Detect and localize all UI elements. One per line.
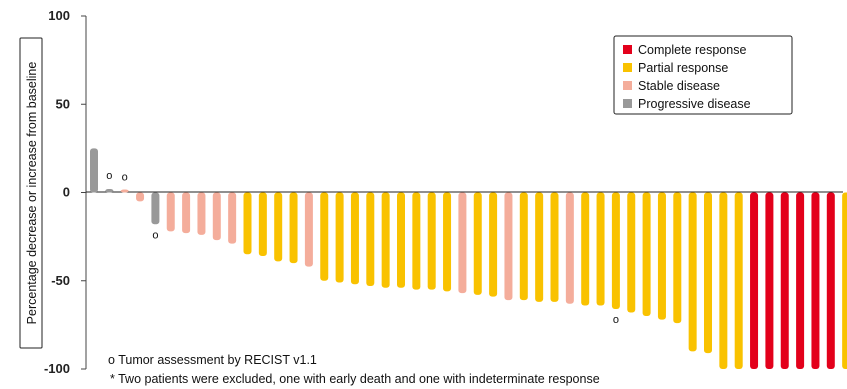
y-tick-label: -100 xyxy=(44,361,70,376)
bar xyxy=(673,192,682,324)
bar xyxy=(458,192,467,294)
bar xyxy=(519,192,528,301)
bar xyxy=(443,192,452,292)
bar xyxy=(258,192,267,257)
bar xyxy=(688,192,697,352)
legend-label-stable: Stable disease xyxy=(638,79,720,93)
bar xyxy=(504,192,513,301)
bar xyxy=(427,192,436,290)
bar xyxy=(596,192,605,306)
y-tick-label: 50 xyxy=(56,96,70,111)
legend-swatch-partial xyxy=(623,63,632,72)
bar xyxy=(412,192,421,290)
y-axis-label: Percentage decrease or increase from bas… xyxy=(25,62,39,325)
bar xyxy=(765,192,774,369)
y-tick-label: -50 xyxy=(51,273,70,288)
bar xyxy=(304,192,313,267)
y-ticks: 100 50 0 -50 -100 xyxy=(44,8,86,376)
bar xyxy=(197,192,206,235)
bar xyxy=(151,192,160,225)
bar xyxy=(289,192,298,264)
legend-label-complete: Complete response xyxy=(638,43,746,57)
bar xyxy=(750,192,759,369)
recist-marker: o xyxy=(122,172,128,184)
markers-group: o ooo xyxy=(106,170,619,326)
bar xyxy=(136,192,145,202)
y-tick-label: 100 xyxy=(48,8,70,23)
bar xyxy=(350,192,359,285)
bar xyxy=(657,192,666,320)
y-tick-label: 0 xyxy=(63,185,70,200)
recist-marker: o xyxy=(106,170,112,182)
bar xyxy=(381,192,390,288)
legend-label-partial: Partial response xyxy=(638,61,728,75)
bar xyxy=(105,188,114,193)
bar xyxy=(581,192,590,306)
bar xyxy=(796,192,805,369)
bar xyxy=(719,192,728,369)
bar xyxy=(734,192,743,369)
bar xyxy=(228,192,237,244)
footnote-recist: o Tumor assessment by RECIST v1.1 xyxy=(108,353,317,367)
bar xyxy=(842,192,847,369)
legend-swatch-complete xyxy=(623,45,632,54)
bar xyxy=(811,192,820,369)
bar xyxy=(320,192,329,281)
legend: Complete response Partial response Stabl… xyxy=(613,35,793,115)
bar xyxy=(642,192,651,317)
y-axis-label-box xyxy=(19,37,43,349)
bar xyxy=(166,192,175,232)
bar xyxy=(212,192,221,241)
y-axis-label-group: Percentage decrease or increase from bas… xyxy=(19,37,43,349)
bar xyxy=(335,192,344,283)
legend-label-progressive: Progressive disease xyxy=(638,97,751,111)
bar xyxy=(90,148,98,193)
bar xyxy=(274,192,283,262)
bar xyxy=(704,192,712,354)
footnote-excluded: * Two patients were excluded, one with e… xyxy=(110,372,600,386)
legend-box xyxy=(613,35,793,115)
bar xyxy=(535,192,544,302)
bar xyxy=(627,192,636,313)
bar xyxy=(473,192,482,295)
legend-swatch-stable xyxy=(623,81,632,90)
bar xyxy=(826,192,835,369)
bar xyxy=(550,192,559,302)
bar xyxy=(780,192,789,369)
legend-swatch-progressive xyxy=(623,99,632,108)
bar xyxy=(120,189,129,193)
recist-marker: o xyxy=(152,229,158,241)
bar xyxy=(397,192,405,288)
bar xyxy=(366,192,375,287)
bar xyxy=(565,192,574,304)
bar xyxy=(243,192,252,255)
bars-group xyxy=(90,148,847,369)
recist-marker: o xyxy=(613,314,619,326)
bar xyxy=(489,192,498,297)
bar xyxy=(611,192,620,309)
bar xyxy=(182,192,191,234)
